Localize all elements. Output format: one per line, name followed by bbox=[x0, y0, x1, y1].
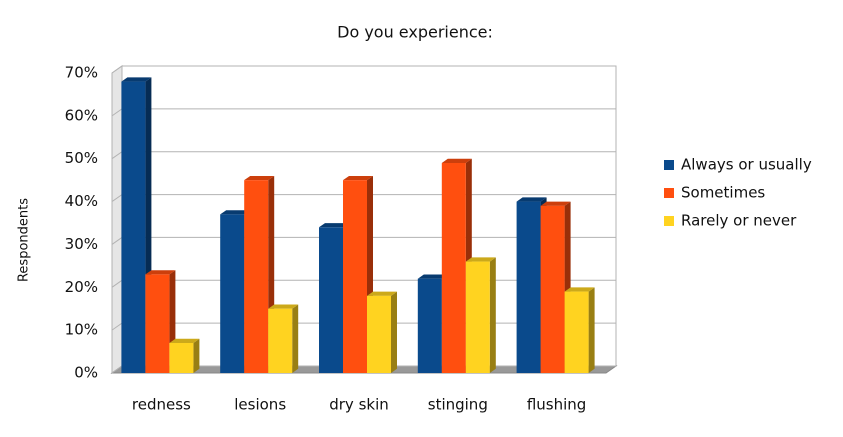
bar-side bbox=[489, 257, 496, 373]
bar bbox=[319, 227, 343, 373]
chart-title: Do you experience: bbox=[337, 23, 493, 42]
bar-top bbox=[220, 210, 251, 215]
bar-top bbox=[540, 201, 571, 206]
y-tick-label: 40% bbox=[65, 192, 98, 210]
bar-top bbox=[465, 257, 496, 262]
legend-swatch bbox=[664, 216, 674, 226]
bar-top bbox=[145, 270, 176, 275]
bar-group bbox=[145, 270, 176, 373]
y-axis-label: Respondents bbox=[17, 198, 32, 282]
y-tick-label: 0% bbox=[74, 364, 98, 382]
bar bbox=[441, 163, 466, 373]
bar bbox=[417, 278, 442, 373]
bar-group bbox=[367, 291, 397, 373]
bar-group bbox=[540, 201, 571, 373]
bar-side bbox=[391, 291, 397, 373]
bar bbox=[465, 261, 490, 373]
bar-top bbox=[319, 223, 349, 228]
bar-side bbox=[292, 304, 299, 373]
y-tick-label: 60% bbox=[65, 106, 98, 124]
x-tick-label: redness bbox=[132, 396, 191, 414]
bar-top bbox=[417, 274, 448, 279]
legend-swatch bbox=[664, 188, 674, 198]
bar bbox=[367, 295, 391, 373]
legend-swatch bbox=[664, 160, 674, 170]
bar-top bbox=[441, 158, 472, 163]
legend-label: Always or usually bbox=[681, 156, 812, 174]
bar bbox=[121, 81, 146, 374]
bar-group bbox=[564, 287, 595, 373]
x-tick-label: flushing bbox=[527, 396, 586, 414]
bar-side bbox=[588, 287, 595, 373]
y-tick-label: 50% bbox=[65, 149, 98, 167]
x-tick-label: dry skin bbox=[329, 396, 389, 414]
bar bbox=[244, 180, 269, 373]
bar bbox=[564, 291, 589, 373]
y-tick-label: 10% bbox=[65, 321, 98, 339]
bar-top bbox=[268, 304, 299, 309]
y-tick-label: 30% bbox=[65, 235, 98, 253]
bar-group bbox=[169, 338, 200, 373]
bar-top bbox=[367, 291, 397, 296]
bar bbox=[540, 205, 565, 373]
bar-top bbox=[244, 175, 275, 181]
bar-top bbox=[343, 175, 373, 181]
bar bbox=[516, 201, 541, 373]
bar-top bbox=[121, 77, 152, 82]
bar-top bbox=[169, 338, 200, 343]
bar-top bbox=[564, 287, 595, 292]
bar-group bbox=[465, 257, 496, 373]
bar-top bbox=[516, 197, 547, 202]
grid-line bbox=[111, 65, 616, 74]
bar-group bbox=[268, 304, 299, 373]
bar bbox=[145, 274, 170, 373]
y-tick-label: 20% bbox=[65, 278, 98, 296]
bar bbox=[343, 180, 367, 373]
legend-label: Sometimes bbox=[681, 184, 765, 202]
bar bbox=[169, 343, 194, 373]
x-tick-label: stinging bbox=[428, 396, 488, 414]
bar bbox=[220, 214, 245, 373]
x-tick-label: lesions bbox=[234, 396, 286, 414]
bar-side bbox=[193, 338, 200, 373]
bar bbox=[268, 308, 293, 373]
legend-label: Rarely or never bbox=[681, 212, 797, 230]
y-tick-label: 70% bbox=[65, 64, 98, 82]
